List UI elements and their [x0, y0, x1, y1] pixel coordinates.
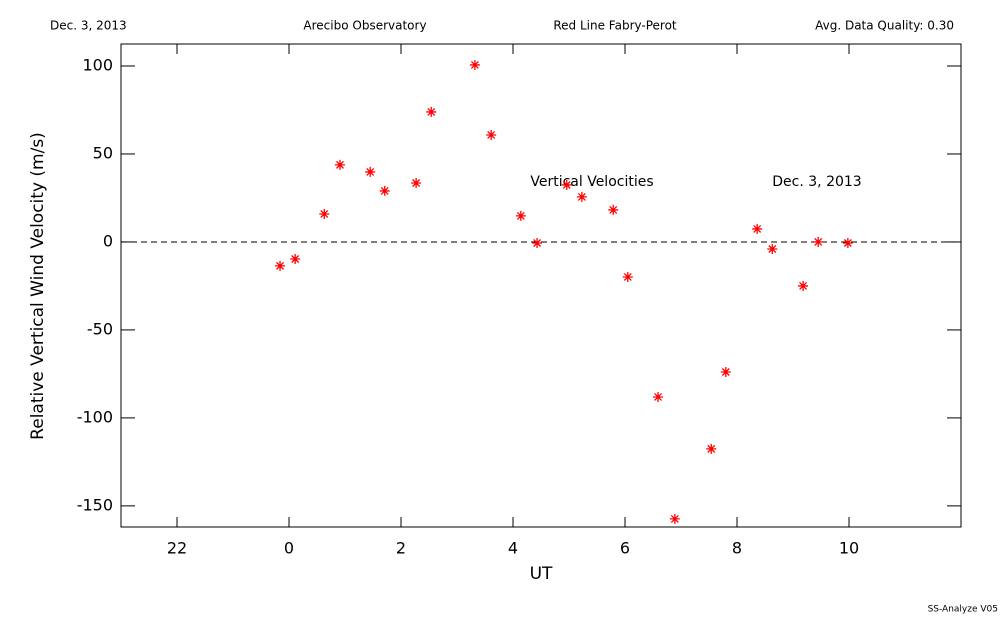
point	[426, 106, 437, 117]
point	[319, 208, 330, 219]
point	[334, 159, 345, 170]
point	[813, 236, 824, 247]
x-tick-label: 22	[167, 539, 187, 558]
annotation: Vertical Velocities	[530, 174, 653, 190]
y-tick-label: 100	[82, 55, 113, 74]
x-tick-label: 0	[284, 539, 294, 558]
plot-frame	[120, 43, 962, 528]
point	[767, 243, 778, 254]
header-quality: Avg. Data Quality: 0.30	[815, 19, 954, 33]
point	[842, 238, 853, 249]
y-tick-label: -150	[77, 495, 113, 514]
point	[275, 260, 286, 271]
point	[622, 271, 633, 282]
point	[515, 210, 526, 221]
point	[290, 254, 301, 265]
annotation: Dec. 3, 2013	[772, 174, 861, 190]
point	[411, 178, 422, 189]
point	[379, 185, 390, 196]
x-tick-label: 4	[508, 539, 518, 558]
point	[798, 280, 809, 291]
x-tick-label: 6	[620, 539, 630, 558]
footer: SS-Analyze V05	[928, 605, 998, 615]
x-tick-label: 10	[839, 539, 859, 558]
point	[486, 129, 497, 140]
point	[720, 366, 731, 377]
y-tick-label: -50	[87, 319, 113, 338]
header-instrument: Red Line Fabry-Perot	[553, 19, 677, 33]
y-axis-label: Relative Vertical Wind Velocity (m/s)	[28, 132, 48, 440]
x-tick-label: 8	[732, 539, 742, 558]
point	[669, 513, 680, 524]
point	[469, 59, 480, 70]
point	[532, 238, 543, 249]
point	[365, 166, 376, 177]
y-tick-label: -100	[77, 407, 113, 426]
x-tick-label: 2	[396, 539, 406, 558]
point	[576, 191, 587, 202]
point	[653, 391, 664, 402]
y-tick-label: 0	[103, 231, 113, 250]
point	[561, 179, 572, 190]
x-axis-label: UT	[530, 564, 553, 584]
point	[706, 443, 717, 454]
header-site: Arecibo Observatory	[303, 19, 426, 33]
point	[608, 204, 619, 215]
point	[752, 223, 763, 234]
y-tick-label: 50	[93, 143, 113, 162]
header-date: Dec. 3, 2013	[50, 19, 127, 33]
